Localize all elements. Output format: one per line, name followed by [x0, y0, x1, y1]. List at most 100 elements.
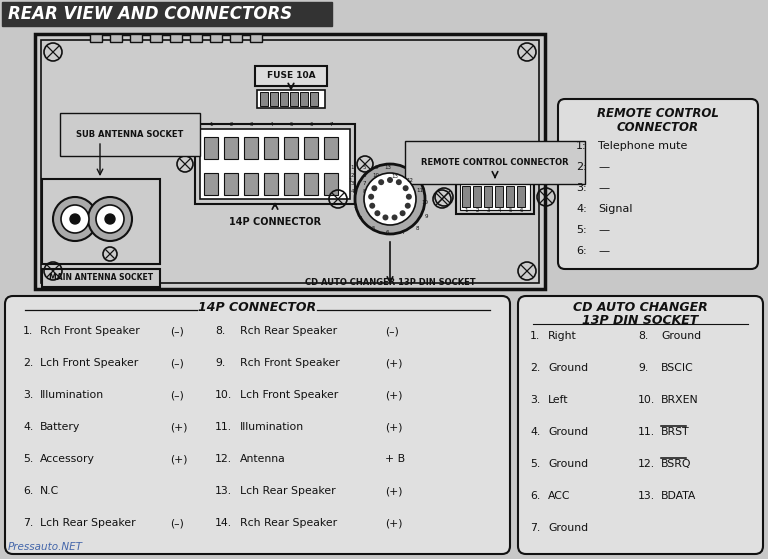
FancyBboxPatch shape — [484, 186, 492, 207]
Text: REMOTE CONTROL CONNECTOR: REMOTE CONTROL CONNECTOR — [421, 158, 569, 167]
Text: —: — — [598, 246, 609, 256]
Circle shape — [402, 185, 409, 191]
Text: BRST: BRST — [661, 427, 690, 437]
FancyBboxPatch shape — [195, 124, 355, 204]
Text: Pressauto.NET: Pressauto.NET — [8, 542, 83, 552]
Text: 14.: 14. — [215, 518, 232, 528]
FancyBboxPatch shape — [210, 34, 222, 42]
Text: BDATA: BDATA — [661, 491, 697, 501]
Text: (+): (+) — [170, 454, 187, 464]
Text: 5.: 5. — [23, 454, 33, 464]
Text: + B: + B — [385, 454, 406, 464]
Text: 11.: 11. — [638, 427, 655, 437]
Circle shape — [387, 177, 393, 183]
Text: 8.: 8. — [215, 326, 225, 336]
Text: Ground: Ground — [661, 331, 701, 341]
Text: 1:: 1: — [576, 141, 587, 151]
FancyBboxPatch shape — [506, 186, 514, 207]
FancyBboxPatch shape — [35, 34, 545, 289]
Text: 5: 5 — [508, 208, 511, 213]
Circle shape — [53, 197, 97, 241]
FancyBboxPatch shape — [42, 179, 160, 264]
Text: 4:: 4: — [576, 204, 587, 214]
Circle shape — [372, 185, 377, 191]
Text: —: — — [598, 183, 609, 193]
Text: 5.: 5. — [530, 459, 540, 469]
Text: Lch Front Speaker: Lch Front Speaker — [240, 390, 338, 400]
Text: 7: 7 — [362, 181, 366, 186]
Text: 2: 2 — [353, 191, 357, 196]
Text: MAIN ANTENNA SOCKET: MAIN ANTENNA SOCKET — [49, 273, 153, 282]
FancyBboxPatch shape — [224, 137, 238, 159]
FancyBboxPatch shape — [304, 137, 318, 159]
FancyBboxPatch shape — [300, 92, 308, 106]
FancyBboxPatch shape — [204, 137, 218, 159]
Text: Telephone mute: Telephone mute — [598, 141, 687, 151]
Text: Signal: Signal — [598, 204, 633, 214]
Text: 8: 8 — [415, 226, 419, 231]
Text: REMOTE CONTROL: REMOTE CONTROL — [597, 107, 719, 120]
Text: (+): (+) — [170, 422, 187, 432]
Text: N.C: N.C — [40, 486, 59, 496]
Text: Rch Front Speaker: Rch Front Speaker — [40, 326, 140, 336]
Text: 10: 10 — [422, 201, 429, 206]
FancyBboxPatch shape — [190, 34, 202, 42]
Text: 13.: 13. — [215, 486, 232, 496]
Text: Illumination: Illumination — [40, 390, 104, 400]
Text: BSRQ: BSRQ — [661, 459, 691, 469]
FancyBboxPatch shape — [255, 66, 327, 86]
Text: —: — — [598, 162, 609, 172]
Circle shape — [382, 215, 389, 220]
Text: 4: 4 — [350, 189, 354, 194]
Text: 1.: 1. — [530, 331, 540, 341]
Circle shape — [96, 205, 124, 233]
Text: 3: 3 — [486, 208, 490, 213]
FancyBboxPatch shape — [264, 137, 278, 159]
Text: 7.: 7. — [23, 518, 33, 528]
Text: 10.: 10. — [215, 390, 232, 400]
Circle shape — [399, 210, 406, 216]
FancyBboxPatch shape — [250, 34, 262, 42]
Text: Ground: Ground — [548, 427, 588, 437]
FancyBboxPatch shape — [310, 92, 318, 106]
FancyBboxPatch shape — [284, 173, 298, 195]
Text: 2: 2 — [350, 173, 354, 178]
Text: Rch Rear Speaker: Rch Rear Speaker — [240, 518, 337, 528]
Text: (–): (–) — [170, 518, 184, 528]
Text: 6: 6 — [519, 208, 523, 213]
Text: 4: 4 — [358, 216, 362, 221]
Text: 1: 1 — [350, 165, 354, 170]
Text: 5: 5 — [290, 122, 293, 127]
FancyBboxPatch shape — [90, 34, 102, 42]
Text: 4: 4 — [270, 122, 273, 127]
Text: 3.: 3. — [530, 395, 540, 405]
Text: 11: 11 — [416, 188, 423, 193]
Text: CD AUTO CHANGER: CD AUTO CHANGER — [573, 301, 708, 314]
Text: 14P CONNECTOR: 14P CONNECTOR — [198, 301, 316, 314]
Text: (–): (–) — [170, 358, 184, 368]
Text: 7.: 7. — [530, 523, 540, 533]
Text: Antenna: Antenna — [240, 454, 286, 464]
Text: Right: Right — [548, 331, 577, 341]
Text: Rch Rear Speaker: Rch Rear Speaker — [240, 326, 337, 336]
Text: 2.: 2. — [530, 363, 540, 373]
Text: ACC: ACC — [548, 491, 571, 501]
Circle shape — [368, 194, 374, 200]
Text: 3.: 3. — [23, 390, 33, 400]
Text: 4: 4 — [497, 208, 501, 213]
Text: 9: 9 — [374, 165, 378, 170]
Circle shape — [355, 164, 425, 234]
FancyBboxPatch shape — [230, 34, 242, 42]
Text: 3: 3 — [353, 205, 357, 210]
FancyBboxPatch shape — [150, 34, 162, 42]
Text: —: — — [598, 225, 609, 235]
Text: 10: 10 — [372, 173, 379, 178]
Text: 13P DIN SOCKET: 13P DIN SOCKET — [582, 314, 699, 327]
Circle shape — [396, 179, 402, 185]
Text: 11: 11 — [372, 181, 379, 186]
Text: Lch Front Speaker: Lch Front Speaker — [40, 358, 138, 368]
Text: 1: 1 — [348, 178, 352, 183]
Text: 6: 6 — [362, 173, 366, 178]
Text: 9.: 9. — [638, 363, 648, 373]
Text: 8.: 8. — [638, 331, 648, 341]
